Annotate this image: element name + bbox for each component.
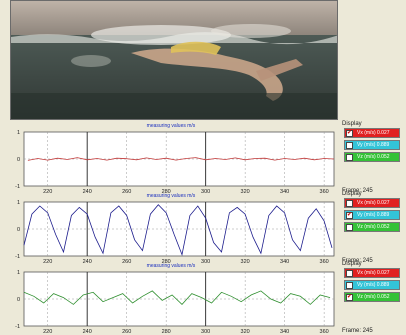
frame-counter: Frame: 245 bbox=[342, 188, 373, 194]
x-tick-label: 280 bbox=[162, 189, 171, 195]
x-tick-label: 280 bbox=[162, 259, 171, 265]
x-tick-label: 240 bbox=[83, 329, 92, 335]
plot-background bbox=[23, 271, 335, 327]
display-controls: Display Vx (m/s) 0.027 Vy (m/s) 0.889 ✔ … bbox=[338, 261, 404, 335]
y-tick-label: 0 bbox=[17, 227, 20, 233]
x-tick-label: 260 bbox=[122, 329, 131, 335]
vz-checkbox-label: Vz (m/s) 0.052 bbox=[357, 294, 390, 300]
vy-plot-area: 220 240 260 280 300 320 340 360 1 0 -1 bbox=[15, 200, 335, 265]
checkbox-icon[interactable]: ✔ bbox=[346, 294, 353, 301]
x-tick-label: 280 bbox=[162, 329, 171, 335]
x-tick-label: 220 bbox=[43, 189, 52, 195]
x-tick-label: 320 bbox=[241, 259, 250, 265]
vx-checkbox[interactable]: Vx (m/s) 0.027 bbox=[344, 268, 400, 278]
display-label: Display bbox=[342, 191, 362, 197]
vx-plot-area: 220 240 260 280 300 320 340 360 1 0 -1 bbox=[15, 130, 335, 195]
swimmer-video-frame bbox=[10, 0, 338, 120]
checkbox-icon[interactable] bbox=[346, 282, 353, 289]
checkbox-icon[interactable] bbox=[346, 142, 353, 149]
x-tick-label: 360 bbox=[320, 189, 329, 195]
underwater-scene-image bbox=[11, 1, 337, 119]
series-line-vx bbox=[27, 157, 335, 161]
x-tick-label: 340 bbox=[280, 329, 289, 335]
x-tick-label: 240 bbox=[83, 189, 92, 195]
checkbox-icon[interactable]: ✔ bbox=[346, 212, 353, 219]
display-controls: Display ✔ Vx (m/s) 0.027 Vy (m/s) 0.889 … bbox=[338, 121, 404, 196]
vy-checkbox[interactable]: Vy (m/s) 0.889 bbox=[344, 280, 400, 290]
vz-plot-area: 220 240 260 280 300 320 340 360 1 0 -1 bbox=[15, 270, 335, 335]
y-tick-label: -1 bbox=[15, 184, 20, 190]
checkbox-icon[interactable] bbox=[346, 224, 353, 231]
x-tick-label: 340 bbox=[280, 189, 289, 195]
vz-checkbox[interactable]: Vz (m/s) 0.052 bbox=[344, 152, 400, 162]
y-tick-label: 0 bbox=[17, 157, 20, 163]
vx-plot-panel: 220 240 260 280 300 320 340 360 1 0 -1 measuring v… bbox=[6, 121, 404, 196]
x-tick-label: 360 bbox=[320, 329, 329, 335]
vx-checkbox[interactable]: ✔ Vx (m/s) 0.027 bbox=[344, 128, 400, 138]
plot-title: measuring values m/s bbox=[146, 123, 196, 129]
display-label: Display bbox=[342, 121, 362, 127]
vz-plot-panel: 220 240 260 280 300 320 340 360 1 0 -1 measuring v… bbox=[6, 261, 404, 335]
y-tick-label: -1 bbox=[15, 324, 20, 330]
y-tick-label: 1 bbox=[17, 270, 20, 276]
vy-checkbox-label: Vy (m/s) 0.889 bbox=[357, 282, 390, 288]
x-tick-label: 360 bbox=[320, 259, 329, 265]
x-tick-label: 340 bbox=[280, 259, 289, 265]
vz-checkbox[interactable]: ✔ Vz (m/s) 0.052 bbox=[344, 292, 400, 302]
x-tick-label: 260 bbox=[122, 259, 131, 265]
display-controls: Display Vx (m/s) 0.027 ✔ Vy (m/s) 0.889 … bbox=[338, 191, 404, 266]
vx-checkbox-label: Vx (m/s) 0.027 bbox=[357, 200, 390, 206]
series-line-vy bbox=[23, 204, 333, 257]
vz-checkbox[interactable]: Vz (m/s) 0.052 bbox=[344, 222, 400, 232]
x-tick-label: 220 bbox=[43, 259, 52, 265]
display-label: Display bbox=[342, 261, 362, 267]
x-tick-label: 300 bbox=[201, 259, 210, 265]
x-tick-label: 220 bbox=[43, 329, 52, 335]
checkbox-icon[interactable] bbox=[346, 154, 353, 161]
checkbox-icon[interactable] bbox=[346, 200, 353, 207]
frame-counter: Frame: 245 bbox=[342, 258, 373, 264]
x-tick-label: 300 bbox=[201, 329, 210, 335]
vy-checkbox[interactable]: Vy (m/s) 0.889 bbox=[344, 140, 400, 150]
series-line-vz bbox=[23, 290, 331, 305]
frame-counter: Frame: 245 bbox=[342, 328, 373, 334]
x-tick-label: 320 bbox=[241, 329, 250, 335]
plot-title: measuring values m/s bbox=[146, 193, 196, 199]
vy-plot-panel: 220 240 260 280 300 320 340 360 1 0 -1 measuring v… bbox=[6, 191, 404, 266]
y-tick-label: 1 bbox=[17, 200, 20, 206]
vy-checkbox-label: Vy (m/s) 0.889 bbox=[357, 212, 390, 218]
y-tick-label: -1 bbox=[15, 254, 20, 260]
vx-checkbox-label: Vx (m/s) 0.027 bbox=[357, 130, 390, 136]
vy-checkbox[interactable]: ✔ Vy (m/s) 0.889 bbox=[344, 210, 400, 220]
x-tick-label: 300 bbox=[201, 189, 210, 195]
vy-checkbox-label: Vy (m/s) 0.889 bbox=[357, 142, 390, 148]
x-tick-label: 320 bbox=[241, 189, 250, 195]
x-tick-label: 240 bbox=[83, 259, 92, 265]
x-tick-label: 260 bbox=[122, 189, 131, 195]
vx-checkbox[interactable]: Vx (m/s) 0.027 bbox=[344, 198, 400, 208]
vx-checkbox-label: Vx (m/s) 0.027 bbox=[357, 270, 390, 276]
checkbox-icon[interactable]: ✔ bbox=[346, 130, 353, 137]
checkbox-icon[interactable] bbox=[346, 270, 353, 277]
y-tick-label: 0 bbox=[17, 297, 20, 303]
vz-checkbox-label: Vz (m/s) 0.052 bbox=[357, 154, 390, 160]
plot-title: measuring values m/s bbox=[146, 263, 196, 269]
vz-checkbox-label: Vz (m/s) 0.052 bbox=[357, 224, 390, 230]
y-tick-label: 1 bbox=[17, 130, 20, 136]
